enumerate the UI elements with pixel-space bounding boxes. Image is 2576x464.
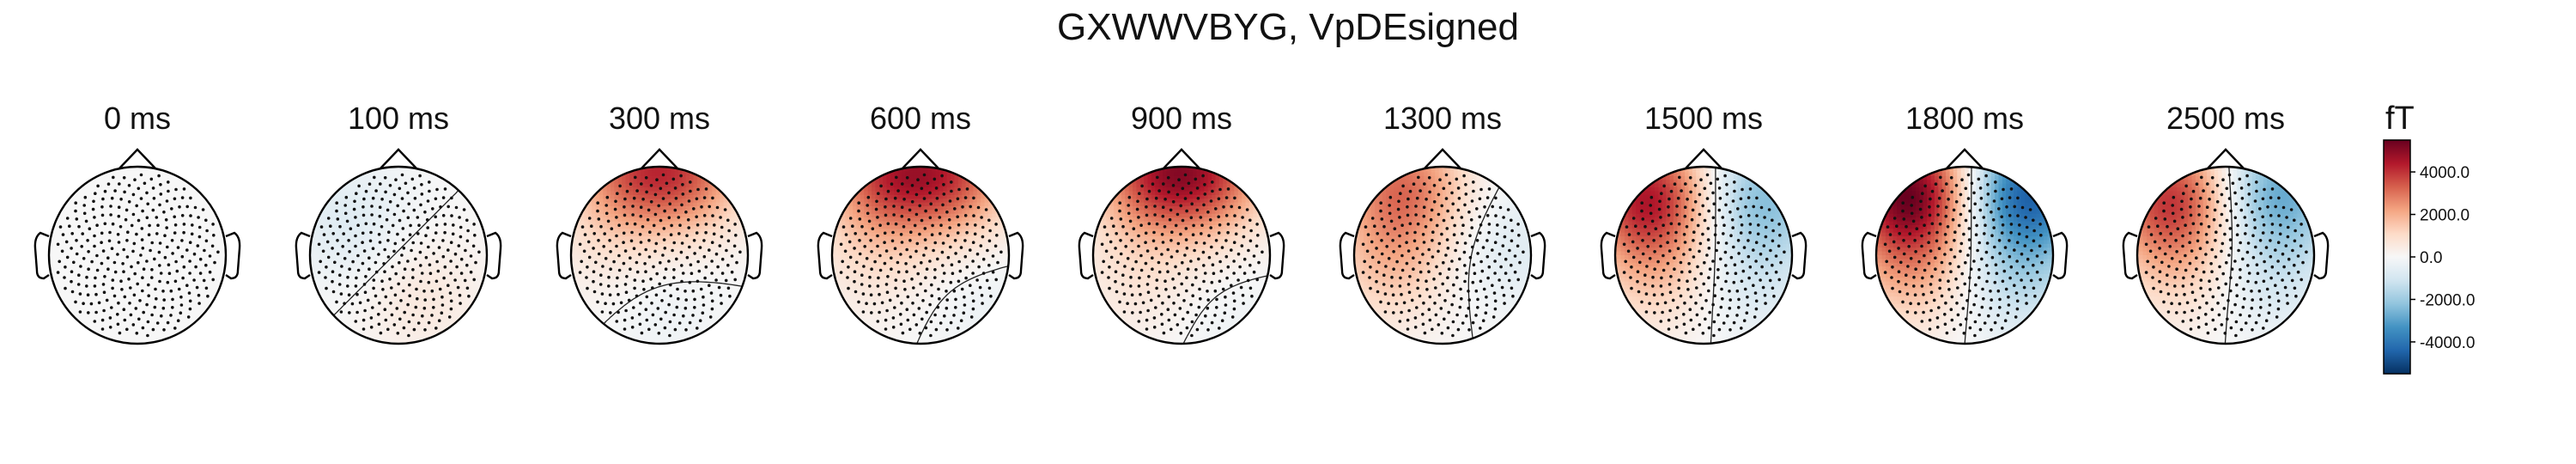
ear-left [817, 231, 833, 280]
topomap-time-label: 600 ms [870, 101, 971, 136]
topomap-time-label: 100 ms [348, 101, 449, 136]
ear-left [295, 231, 311, 280]
ear-right [747, 231, 763, 280]
nose [1685, 148, 1722, 169]
topomap-sensors [839, 173, 1003, 338]
colorbar-unit: fT [2385, 101, 2415, 137]
colorbar: fT 4000.0 2000.0 0.0 -2000.0 -4000.0 [2383, 101, 2475, 375]
topomap: 600 ms [817, 101, 1024, 345]
colorbar-tick-label: -2000.0 [2420, 291, 2475, 309]
topomap-time-label: 300 ms [609, 101, 710, 136]
ear-right [2052, 231, 2069, 280]
colorbar-tick-label: 2000.0 [2420, 207, 2470, 225]
ear-left [2122, 231, 2138, 280]
head-outline [830, 165, 1011, 345]
topomap: 1500 ms [1600, 101, 1807, 345]
topomap-contour [916, 265, 1009, 344]
topomap: 2500 ms [2122, 101, 2330, 345]
topomap-sensors [578, 173, 742, 338]
topomap-field [49, 167, 226, 344]
ear-left [33, 231, 50, 280]
ear-left [556, 231, 572, 280]
head-outline [1613, 165, 1794, 345]
nose [902, 148, 939, 169]
ear-right [1008, 231, 1024, 280]
head-outline [308, 165, 489, 345]
ear-right [1530, 231, 1546, 280]
ear-right [486, 231, 502, 280]
head-outline [2136, 165, 2316, 345]
nose [118, 148, 156, 169]
topomap-time-label: 1300 ms [1383, 101, 1502, 136]
topomap-sensors [2144, 173, 2308, 338]
topomap-sensors [1883, 173, 2047, 338]
ear-left [1861, 231, 1877, 280]
topomap: 300 ms [556, 101, 763, 345]
ear-right [1269, 231, 1285, 280]
head-outline [47, 165, 228, 345]
colorbar-tick-label: 0.0 [2420, 249, 2442, 267]
topomap-sensors [1361, 173, 1525, 338]
head-outline [569, 165, 750, 345]
topomap: 900 ms [1078, 101, 1285, 345]
ear-left [1339, 231, 1355, 280]
colorbar-scale [2383, 139, 2411, 375]
topomap-sensors [56, 173, 220, 338]
topomap: 100 ms [295, 101, 502, 345]
ear-right [225, 231, 241, 280]
head-outline [1352, 165, 1533, 345]
topomap-sensors [1622, 173, 1786, 338]
topomap-time-label: 0 ms [104, 101, 171, 136]
ear-right [2313, 231, 2330, 280]
ear-right [1791, 231, 1807, 280]
topomap-time-label: 900 ms [1131, 101, 1232, 136]
nose [2207, 148, 2245, 169]
nose [1424, 148, 1461, 169]
topomap-sensors [317, 173, 481, 338]
topomap: 1300 ms [1339, 101, 1546, 345]
nose [641, 148, 678, 169]
nose [1946, 148, 1984, 169]
topomap-field [1876, 167, 2053, 344]
ear-left [1600, 231, 1616, 280]
colorbar-tick-label: -4000.0 [2420, 334, 2475, 352]
ear-left [1078, 231, 1094, 280]
topomap-sensors [1100, 173, 1264, 338]
topomap: 1800 ms [1861, 101, 2069, 345]
topomap-time-label: 1800 ms [1905, 101, 2024, 136]
figure-title: GXWWVBYG, VpDEsigned [1057, 6, 1519, 48]
head-outline [1091, 165, 1272, 345]
nose [380, 148, 417, 169]
nose [1163, 148, 1200, 169]
topomap-time-label: 2500 ms [2166, 101, 2285, 136]
topomap-time-label: 1500 ms [1644, 101, 1763, 136]
head-outline [1874, 165, 2055, 345]
colorbar-tick-label: 4000.0 [2420, 164, 2470, 182]
topomap: 0 ms [33, 101, 241, 345]
